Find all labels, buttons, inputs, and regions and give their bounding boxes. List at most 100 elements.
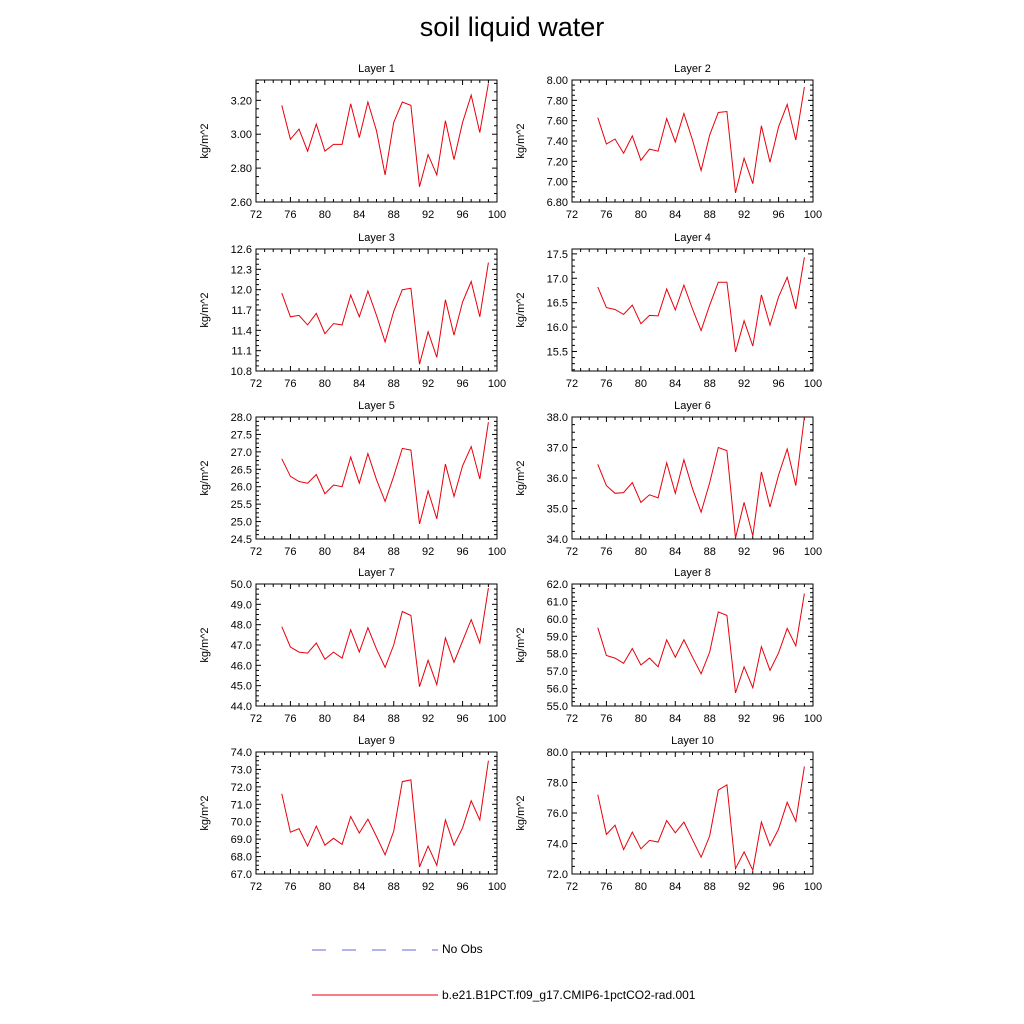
panel-10: Layer 10 72 76 80 84 88 92 96 100 72.0 74.0 76.0 78.…: [515, 735, 822, 893]
panel-7: Layer 7 72 76 80 84 88 92 96 100 44.0 45.0 46.0 47.0…: [199, 567, 506, 725]
y-axis-label: kg/m^2: [515, 292, 527, 327]
x-tick-label: 72: [566, 881, 578, 893]
x-tick-label: 92: [738, 378, 750, 390]
legend-model-label: b.e21.B1PCT.f09_g17.CMIP6-1pctCO2-rad.00…: [442, 988, 696, 1002]
x-tick-label: 72: [250, 713, 262, 725]
x-tick-label: 96: [456, 546, 468, 558]
y-axis-label: kg/m^2: [199, 795, 211, 830]
x-tick-label: 76: [600, 209, 612, 221]
series-line-layer-6: [597, 416, 805, 539]
x-tick-label: 92: [422, 546, 434, 558]
series-line-layer-4: [597, 257, 805, 353]
x-tick-label: 88: [388, 378, 400, 390]
x-tick-label: 88: [704, 378, 716, 390]
x-tick-label: 92: [738, 713, 750, 725]
x-tick-label: 92: [738, 881, 750, 893]
x-tick-label: 80: [319, 881, 331, 893]
y-tick-label: 48.0: [231, 620, 252, 632]
x-tick-label: 100: [488, 546, 506, 558]
x-tick-label: 84: [669, 713, 681, 725]
y-tick-label: 44.0: [231, 701, 252, 713]
y-tick-label: 69.0: [231, 834, 252, 846]
y-tick-label: 72.0: [547, 869, 568, 881]
y-tick-label: 3.20: [231, 95, 252, 107]
y-tick-label: 74.0: [547, 839, 568, 851]
y-tick-label: 55.0: [547, 701, 568, 713]
x-tick-label: 100: [488, 713, 506, 725]
y-axis-label: kg/m^2: [515, 460, 527, 495]
x-tick-label: 84: [353, 713, 365, 725]
x-tick-label: 80: [319, 546, 331, 558]
x-tick-label: 76: [600, 881, 612, 893]
y-tick-label: 12.3: [231, 264, 252, 276]
series-line-layer-3: [281, 262, 489, 365]
y-tick-label: 7.80: [547, 95, 568, 107]
y-tick-label: 60.0: [547, 614, 568, 626]
legend-obs-line: [312, 949, 438, 951]
y-tick-label: 50.0: [231, 579, 252, 591]
plot-frame: [255, 79, 498, 203]
panel-title: Layer 8: [674, 567, 711, 579]
y-tick-label: 67.0: [231, 869, 252, 881]
x-tick-label: 80: [635, 881, 647, 893]
y-tick-label: 2.80: [231, 163, 252, 175]
x-tick-label: 72: [250, 881, 262, 893]
x-tick-label: 76: [284, 378, 296, 390]
y-tick-label: 56.0: [547, 684, 568, 696]
y-axis-label: kg/m^2: [199, 627, 211, 662]
legend-obs-label: No Obs: [442, 942, 483, 956]
x-tick-label: 72: [250, 209, 262, 221]
y-tick-label: 78.0: [547, 778, 568, 790]
y-tick-label: 25.5: [231, 499, 252, 511]
y-tick-label: 7.00: [547, 177, 568, 189]
x-tick-label: 72: [566, 209, 578, 221]
series-line-layer-5: [281, 422, 489, 525]
panel-3: Layer 3 72 76 80 84 88 92 96 100 10.8 11.1 11.4 11.7…: [199, 232, 506, 390]
x-tick-label: 96: [456, 378, 468, 390]
y-tick-label: 3.00: [231, 129, 252, 141]
x-tick-label: 92: [422, 713, 434, 725]
y-tick-label: 28.0: [231, 412, 252, 424]
x-tick-label: 88: [388, 209, 400, 221]
x-tick-label: 76: [284, 881, 296, 893]
panel-2: Layer 2 72 76 80 84 88 92 96 100 6.80 7.00 7.20 7.40…: [515, 63, 822, 221]
x-tick-label: 80: [319, 378, 331, 390]
y-tick-label: 34.0: [547, 534, 568, 546]
x-tick-label: 76: [284, 209, 296, 221]
panel-4: Layer 4 72 76 80 84 88 92 96 100 15.5 16.0 16.5 17.0…: [515, 232, 822, 390]
y-tick-label: 72.0: [231, 782, 252, 794]
x-tick-label: 72: [566, 378, 578, 390]
y-tick-label: 70.0: [231, 817, 252, 829]
y-tick-label: 62.0: [547, 579, 568, 591]
panel-1: Layer 1 72 76 80 84 88 92 96 100 2.60 2.80 3.00 3.20…: [199, 63, 506, 221]
panel-title: Layer 4: [674, 232, 711, 244]
y-tick-label: 61.0: [547, 596, 568, 608]
y-tick-label: 15.5: [547, 346, 568, 358]
y-tick-label: 59.0: [547, 631, 568, 643]
series-line-layer-1: [281, 83, 489, 187]
panel-title: Layer 7: [358, 567, 395, 579]
y-tick-label: 71.0: [231, 799, 252, 811]
y-tick-label: 49.0: [231, 599, 252, 611]
x-tick-label: 100: [488, 209, 506, 221]
y-tick-label: 73.0: [231, 764, 252, 776]
plot-frame: [571, 583, 814, 707]
x-tick-label: 88: [388, 546, 400, 558]
x-tick-label: 88: [704, 713, 716, 725]
series-line-layer-7: [281, 588, 489, 687]
y-axis-label: kg/m^2: [199, 292, 211, 327]
series-line-layer-2: [597, 87, 805, 194]
y-tick-label: 8.00: [547, 75, 568, 87]
x-tick-label: 84: [669, 881, 681, 893]
y-tick-label: 6.80: [547, 197, 568, 209]
x-tick-label: 100: [804, 378, 822, 390]
y-tick-label: 38.0: [547, 412, 568, 424]
x-tick-label: 84: [669, 378, 681, 390]
y-tick-label: 10.8: [231, 366, 252, 378]
y-axis-label: kg/m^2: [515, 627, 527, 662]
y-tick-label: 7.20: [547, 156, 568, 168]
y-tick-label: 68.0: [231, 852, 252, 864]
x-tick-label: 100: [804, 209, 822, 221]
y-tick-label: 74.0: [231, 747, 252, 759]
x-tick-label: 88: [704, 881, 716, 893]
